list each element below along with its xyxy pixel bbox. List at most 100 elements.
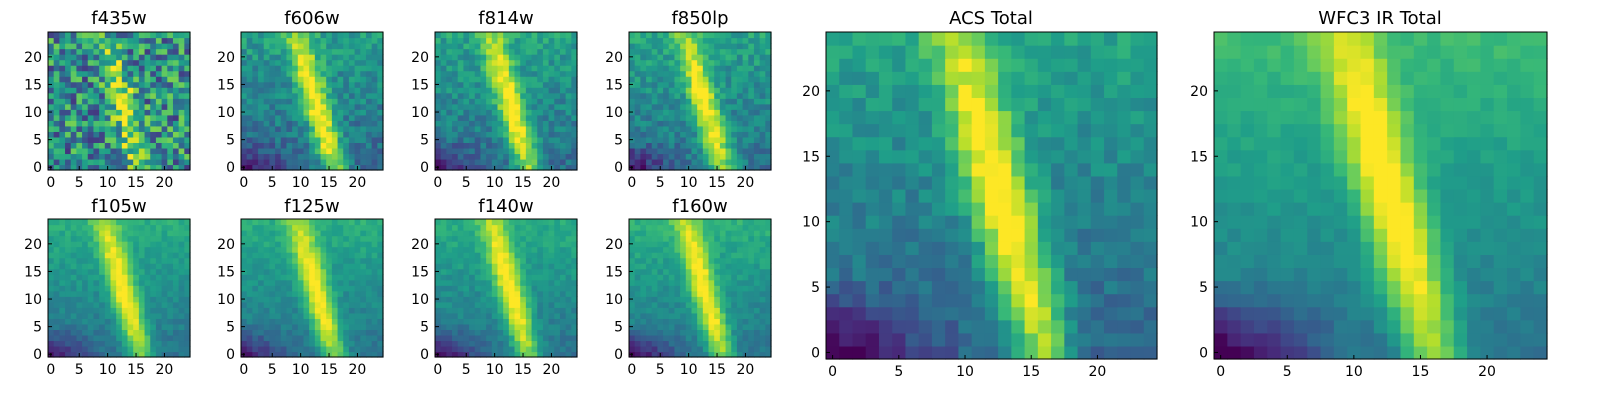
heatmap-cell	[497, 230, 504, 237]
heatmap-cell	[571, 334, 578, 342]
heatmap-cell	[537, 125, 544, 132]
heatmap-cell	[178, 114, 185, 121]
heatmap-cell	[571, 37, 578, 44]
heatmap-cell	[326, 252, 333, 259]
heatmap-cell	[759, 32, 766, 39]
heatmap-cell	[172, 235, 180, 242]
heatmap-cell	[646, 274, 653, 281]
heatmap-cell	[269, 136, 276, 143]
heatmap-cell	[167, 59, 174, 66]
heatmap-cell	[155, 37, 163, 44]
heatmap-cell	[371, 98, 378, 105]
heatmap-cell	[70, 81, 77, 88]
heatmap-cell	[360, 290, 367, 297]
heatmap-cell	[702, 87, 710, 94]
heatmap-cell	[263, 103, 270, 110]
heatmap-cell	[685, 340, 693, 347]
heatmap-cell	[440, 340, 447, 347]
heatmap-cell	[144, 252, 151, 259]
heatmap-cell	[127, 274, 134, 281]
heatmap-cell	[280, 65, 288, 72]
heatmap-cell	[497, 98, 504, 105]
heatmap-cell	[252, 252, 259, 259]
heatmap-cell	[178, 257, 185, 264]
heatmap-cell	[691, 323, 698, 330]
heatmap-cell	[537, 296, 544, 303]
heatmap-cell	[309, 43, 316, 50]
heatmap-cell	[263, 142, 270, 149]
heatmap-cell	[565, 246, 572, 253]
heatmap-cell	[371, 120, 378, 127]
heatmap-cell	[537, 268, 544, 275]
heatmap-cell	[286, 290, 293, 297]
heatmap-cell	[663, 296, 670, 303]
heatmap-cell	[491, 98, 499, 105]
heatmap-cell	[457, 131, 464, 138]
heatmap-cell	[759, 103, 766, 110]
heatmap-cell	[452, 32, 459, 39]
heatmap-cell	[314, 147, 322, 155]
heatmap-cell	[365, 142, 373, 149]
heatmap-cell	[508, 274, 516, 281]
heatmap-cell	[155, 318, 163, 325]
heatmap-cell	[280, 307, 288, 314]
heatmap-cell	[246, 142, 253, 149]
heatmap-cell	[59, 158, 66, 166]
heatmap-cell	[674, 290, 681, 297]
heatmap-cell	[634, 87, 641, 94]
heatmap-cell	[452, 224, 459, 231]
heatmap-cell	[640, 37, 647, 44]
heatmap-cell	[365, 92, 373, 99]
heatmap-cell	[640, 114, 647, 121]
heatmap-cell	[65, 59, 72, 66]
heatmap-cell	[457, 230, 464, 237]
heatmap-cell	[537, 241, 544, 248]
heatmap-cell	[337, 268, 344, 275]
heatmap-cell	[326, 307, 333, 314]
heatmap-cell	[435, 274, 442, 281]
heatmap-cell	[646, 70, 653, 77]
heatmap-cell	[634, 120, 641, 127]
heatmap-cell	[280, 158, 288, 166]
heatmap-cell	[531, 323, 538, 330]
heatmap-cell	[99, 164, 106, 171]
heatmap-cell	[144, 290, 151, 297]
heatmap-cell	[246, 120, 253, 127]
heatmap-cell	[697, 120, 704, 127]
heatmap-cell	[514, 318, 521, 325]
heatmap-cell	[463, 92, 470, 99]
heatmap-cell	[748, 307, 755, 314]
y-tick-label: 5	[226, 320, 235, 336]
heatmap-cell	[292, 241, 299, 248]
heatmap-cell	[542, 92, 550, 99]
heatmap-cell	[161, 142, 168, 149]
heatmap-cell	[178, 263, 185, 270]
heatmap-cell	[463, 257, 470, 264]
heatmap-cell	[365, 114, 373, 121]
heatmap-cell	[377, 224, 384, 231]
heatmap-cell	[252, 87, 259, 94]
heatmap-cell	[87, 279, 95, 286]
heatmap-cell	[360, 230, 367, 237]
heatmap-cell	[457, 125, 464, 132]
heatmap-cell	[280, 147, 288, 155]
heatmap-cell	[309, 147, 316, 155]
heatmap-cell	[252, 158, 259, 166]
heatmap-cell	[184, 164, 191, 171]
heatmap-cell	[629, 252, 636, 259]
heatmap-cell	[53, 252, 60, 259]
heatmap-cell	[651, 147, 658, 155]
heatmap-cell	[292, 142, 299, 149]
heatmap-cell	[155, 301, 163, 308]
heatmap-cell	[326, 125, 333, 132]
heatmap-cell	[121, 43, 129, 50]
heatmap-cell	[708, 65, 715, 72]
heatmap-cell	[559, 230, 567, 237]
heatmap-cell	[320, 334, 327, 342]
heatmap-cell	[497, 114, 504, 121]
heatmap-cell	[87, 241, 95, 248]
heatmap-cell	[571, 351, 578, 358]
heatmap-cell	[155, 235, 163, 242]
heatmap-cell	[110, 43, 117, 50]
